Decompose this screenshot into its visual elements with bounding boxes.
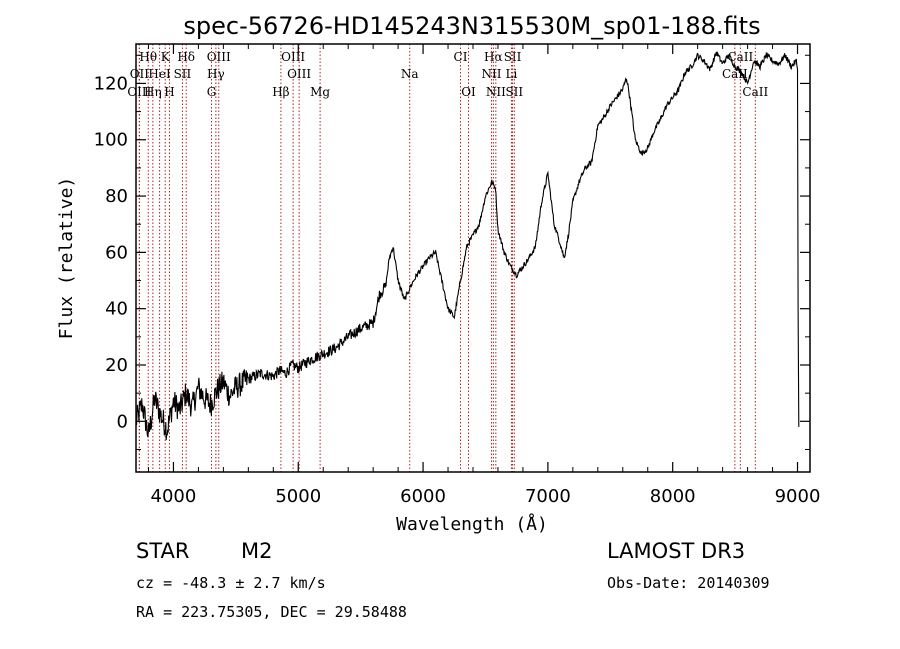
y-tick-label: 80 (105, 186, 128, 207)
spectral-line-label: Li (506, 67, 518, 81)
object-subclass: M2 (241, 539, 273, 563)
x-tick-label: 5000 (275, 486, 321, 507)
spectral-line-label: OIII (287, 67, 311, 81)
x-tick-label: 6000 (400, 486, 446, 507)
y-tick-label: 60 (105, 242, 128, 263)
spectral-line-label: G (207, 85, 217, 99)
spectral-line-label: K (161, 50, 171, 64)
object-class: STAR (136, 539, 190, 563)
spectral-line-label: SII (504, 50, 522, 64)
x-tick-label: 7000 (525, 486, 571, 507)
spectral-line-label: Mg (310, 85, 330, 99)
coords-text: RA = 223.75305, DEC = 29.58488 (136, 603, 407, 621)
spectral-line-label: NII (486, 85, 506, 99)
spectral-line-label: OIII (127, 85, 151, 99)
x-tick-label: 8000 (650, 486, 696, 507)
spectral-line-label: CaII (742, 85, 768, 99)
chart-title: spec-56726-HD145243N315530M_sp01-188.fit… (183, 12, 760, 40)
plot-frame (135, 43, 811, 473)
spectral-line-label: Hη (144, 85, 162, 99)
spectral-line-label: Hα (484, 50, 503, 64)
y-tick-label: 100 (94, 130, 128, 151)
y-axis-label: Flux (relative) (56, 177, 77, 340)
spectral-line-label: OII (130, 67, 150, 81)
spectral-line-label: OIII (281, 50, 305, 64)
x-tick-label: 4000 (151, 486, 197, 507)
survey-name: LAMOST DR3 (607, 539, 746, 563)
obs-date-text: Obs-Date: 20140309 (607, 574, 770, 592)
spectral-line-label: CaII (727, 50, 753, 64)
spectral-line-label: Hθ (139, 50, 157, 64)
spectral-line-label: Hδ (177, 50, 195, 64)
series-layer (135, 51, 800, 441)
x-axis-label: Wavelength (Å) (396, 513, 548, 535)
spectral-line-label: OI (461, 85, 476, 99)
spectral-line-label: SII (174, 67, 192, 81)
spectral-line-label: NII (481, 67, 501, 81)
spectral-line-label: OIII (207, 50, 231, 64)
spectral-line-label: CI (454, 50, 468, 64)
spectral-line-label: Na (401, 67, 419, 81)
flux-series-line (135, 51, 800, 441)
spectral-line-label: H (164, 85, 174, 99)
y-tick-label: 20 (105, 355, 128, 376)
y-tick-label: 40 (105, 299, 128, 320)
y-tick-label: 120 (94, 73, 128, 94)
x-tick-label: 9000 (775, 486, 821, 507)
spectral-line-label: Hγ (207, 67, 225, 81)
spectral-line-label: Hβ (272, 85, 289, 99)
spectral-line-label: SII (505, 85, 523, 99)
redshift-text: cz = -48.3 ± 2.7 km/s (136, 574, 326, 592)
spectral-line-label: HeI (148, 67, 171, 81)
spectral-line-label: CaII (722, 67, 748, 81)
axis-ticks-layer: 4000 5000 6000 7000 8000 9000 0 20 40 60 80 100 120 (94, 44, 821, 507)
y-tick-label: 0 (117, 411, 128, 432)
